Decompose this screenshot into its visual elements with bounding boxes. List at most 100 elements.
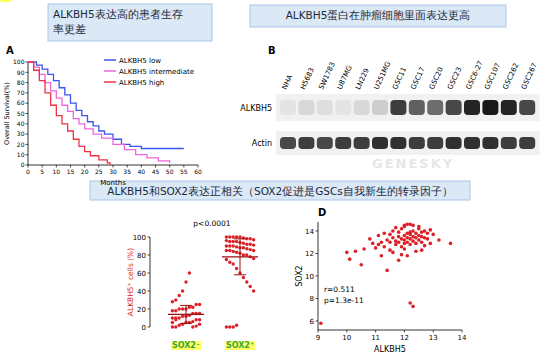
point [382, 245, 386, 249]
error-bar [234, 239, 246, 275]
band [427, 100, 443, 115]
point [426, 231, 430, 235]
y-tick-label: 20 [137, 306, 146, 314]
caption: 率更差 [53, 23, 86, 35]
y-tick-label: 60 [137, 270, 146, 278]
point [174, 325, 177, 328]
point [245, 280, 248, 283]
point [414, 242, 418, 246]
point [228, 235, 231, 238]
blot-background [276, 94, 540, 121]
point [405, 254, 409, 258]
lane-label: H5683 [299, 67, 316, 91]
band [519, 100, 535, 115]
x-tick-label: 10 [53, 168, 61, 175]
point [319, 321, 323, 325]
lane-label: GSC267 [520, 62, 539, 91]
band [519, 137, 535, 149]
y-tick [148, 309, 151, 310]
y-tick [148, 327, 151, 328]
plot-area [28, 62, 184, 165]
y-tick-label: 100 [13, 58, 25, 65]
y-tick [316, 321, 319, 322]
y-tick [26, 103, 29, 104]
panel-label: D [318, 207, 326, 218]
y-tick [26, 144, 29, 145]
x-tick [375, 330, 376, 333]
point [178, 307, 181, 310]
point [232, 325, 235, 328]
point [414, 231, 418, 235]
band [390, 100, 406, 115]
y-tick-label: 14 [305, 228, 314, 236]
x-tick-label: 35 [123, 168, 131, 175]
y-tick [26, 113, 29, 114]
point [225, 258, 228, 261]
y-tick [26, 154, 29, 155]
lane-label: LN229 [354, 67, 371, 91]
point [423, 229, 427, 233]
point [228, 240, 231, 243]
point [252, 238, 255, 241]
point [232, 244, 235, 247]
point [198, 318, 201, 321]
point [235, 245, 238, 248]
point [238, 235, 241, 238]
lane-label: U87MG [336, 64, 354, 90]
highlight [0, 0, 12, 2]
y-tick-label: 40 [137, 288, 146, 296]
point [385, 238, 389, 242]
point [252, 243, 255, 246]
point [400, 245, 404, 249]
point [408, 237, 412, 241]
point [400, 253, 404, 257]
point [388, 240, 392, 244]
band [280, 100, 296, 115]
y-tick [26, 165, 29, 166]
point [225, 235, 228, 238]
y-tick-label: 40 [17, 120, 25, 127]
blot-background [276, 131, 540, 155]
point [228, 249, 231, 252]
band [335, 137, 351, 149]
lane-label: GSC262 [501, 62, 520, 91]
point [242, 246, 245, 249]
y-tick-label: 80 [17, 79, 25, 86]
category-label: SOX2⁺ [226, 341, 254, 350]
point [195, 324, 198, 327]
annotation: p<0.0001 [193, 219, 231, 228]
point [411, 305, 415, 309]
point [397, 230, 401, 234]
point [408, 230, 412, 234]
point [431, 233, 435, 237]
band [280, 137, 296, 149]
point [377, 243, 381, 247]
point [225, 249, 228, 252]
y-tick [316, 276, 319, 277]
point [174, 318, 177, 321]
point [171, 316, 174, 319]
y-axis-label: SOX2 [295, 265, 304, 286]
point [400, 227, 404, 231]
point [252, 249, 255, 252]
band [427, 137, 443, 149]
x-tick-label: 13 [429, 334, 438, 342]
point [198, 303, 201, 306]
point [380, 254, 384, 258]
point [181, 315, 184, 318]
point [423, 244, 427, 248]
y-tick [26, 72, 29, 73]
band [482, 100, 498, 115]
error-bar [180, 305, 192, 323]
point [235, 324, 238, 327]
point [397, 240, 401, 244]
band [317, 137, 333, 149]
y-tick [148, 291, 151, 292]
y-tick-label: 70 [17, 89, 25, 96]
point [191, 320, 194, 323]
point [405, 240, 409, 244]
band [464, 100, 480, 115]
lane-label: GSC17 [409, 66, 426, 91]
y-tick [26, 92, 29, 93]
lane-label: GSC11 [391, 66, 408, 91]
